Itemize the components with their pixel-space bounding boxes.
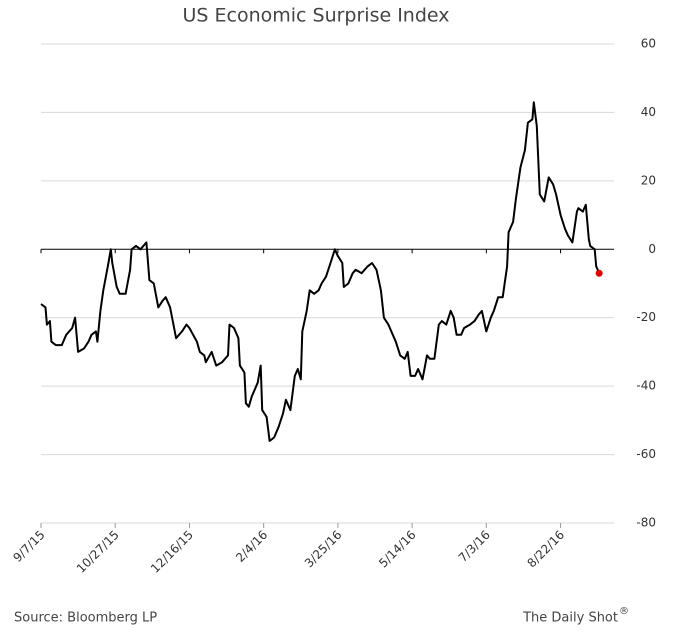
y-tick-label: -80 xyxy=(636,516,656,530)
x-tick-label: 8/22/16 xyxy=(525,528,568,571)
line xyxy=(40,101,601,442)
y-tick-label: -20 xyxy=(636,310,656,324)
x-tick-label: 12/16/15 xyxy=(148,528,196,576)
x-tick-label: 3/25/16 xyxy=(302,528,345,571)
last-point xyxy=(595,269,603,277)
x-tick-label: 2/4/16 xyxy=(233,528,270,565)
source: Source: Bloomberg LP xyxy=(14,611,157,626)
y-tick-label: 0 xyxy=(648,242,656,256)
brand-mark: ® xyxy=(619,606,629,617)
brand: The Daily Shot xyxy=(522,611,618,626)
y-tick-label: 40 xyxy=(641,105,656,119)
y-tick-label: 60 xyxy=(641,37,656,51)
chart-title: US Economic Surprise Index xyxy=(182,5,449,27)
x-tick-label: 9/7/15 xyxy=(10,528,47,565)
x-tick-label: 7/3/16 xyxy=(456,528,493,565)
y-tick-label: -40 xyxy=(636,379,656,393)
x-tick-label: 5/14/16 xyxy=(376,528,419,571)
x-tick-label: 10/27/15 xyxy=(74,528,122,576)
y-tick-label: 20 xyxy=(641,173,656,187)
y-tick-label: -60 xyxy=(636,447,656,461)
